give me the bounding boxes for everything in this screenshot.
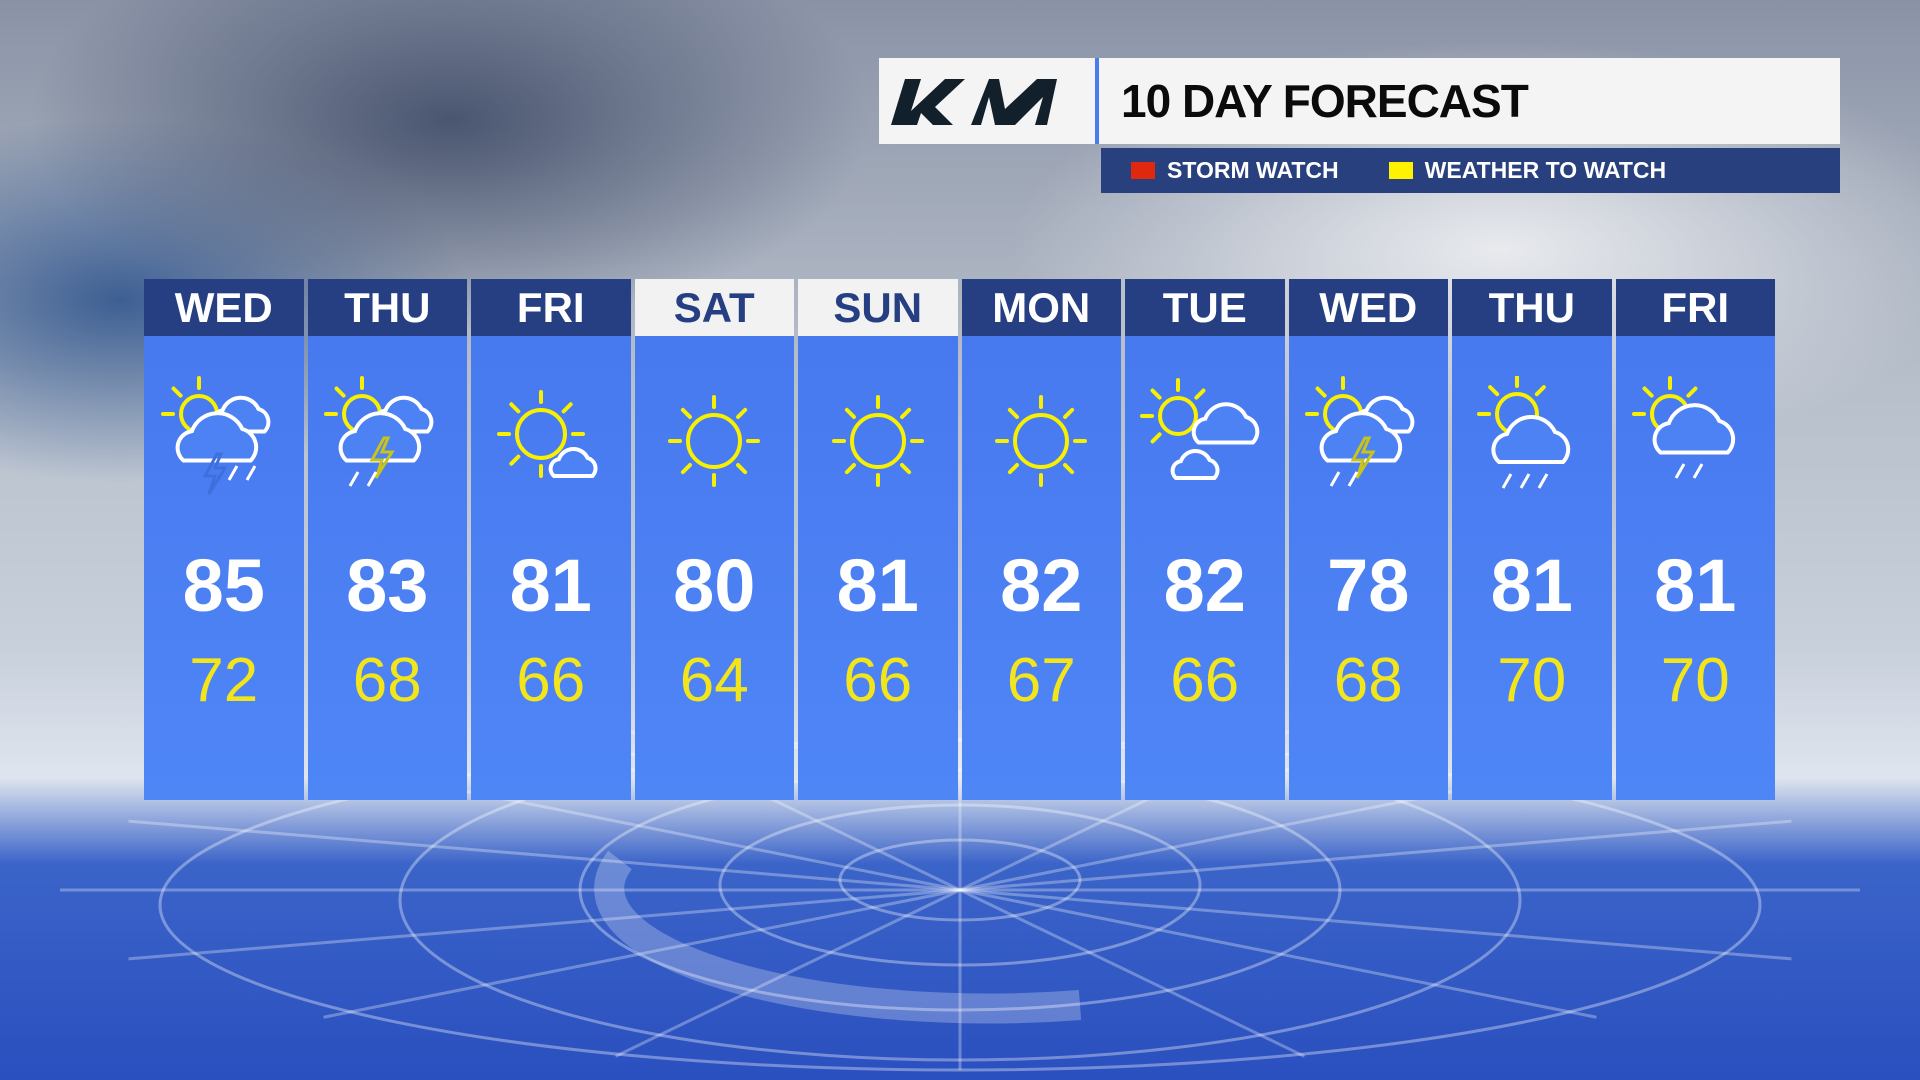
- low-temp: 66: [1170, 646, 1240, 715]
- low-temp: 72: [189, 646, 259, 715]
- day-label: FRI: [1615, 279, 1775, 336]
- radar-spoke: [128, 888, 961, 961]
- radar-spoke: [959, 819, 1792, 892]
- day-label: WED: [1288, 279, 1448, 336]
- low-temp: 66: [516, 646, 586, 715]
- high-temp: 81: [1490, 544, 1573, 627]
- legend: STORM WATCH WEATHER TO WATCH: [1101, 148, 1840, 193]
- day-column: SUN 81 66: [798, 279, 958, 800]
- partly-sunny-thunderstorm-icon: [324, 376, 434, 487]
- day-column: MON 82 67: [961, 279, 1121, 800]
- partly-sunny-showers-icon: [1476, 376, 1570, 489]
- radar-spoke: [959, 888, 1597, 1019]
- radar-spoke: [959, 888, 1306, 1058]
- day-column: WED 78 68: [1288, 279, 1448, 800]
- day-column: THU 81 70: [1452, 279, 1612, 800]
- day-label: THU: [307, 279, 467, 336]
- radar-spoke: [128, 819, 961, 892]
- day-label: THU: [1452, 279, 1612, 336]
- partly-cloudy-icon: [1139, 378, 1260, 481]
- high-temp: 81: [509, 544, 592, 627]
- high-temp: 81: [1654, 544, 1737, 627]
- day-label: FRI: [471, 279, 631, 336]
- low-temp: 68: [352, 646, 422, 715]
- day-label: TUE: [1125, 279, 1285, 336]
- day-column: FRI 81 70: [1615, 279, 1775, 800]
- sunny-icon: [831, 395, 924, 487]
- high-temp: 81: [836, 544, 919, 627]
- day-column: WED 85 72: [144, 279, 304, 800]
- legend-weather-to-watch: WEATHER TO WATCH: [1388, 157, 1666, 184]
- high-temp: 83: [346, 544, 429, 627]
- partly-sunny-storm-icon: [160, 376, 271, 495]
- radar-spoke: [959, 888, 1792, 961]
- low-temp: 66: [843, 646, 913, 715]
- day-column: TUE 82 66: [1125, 279, 1285, 800]
- sunny-icon: [668, 395, 761, 487]
- day-label: SAT: [634, 279, 794, 336]
- partly-sunny-drizzle-icon: [1632, 376, 1736, 479]
- low-temp: 68: [1333, 646, 1403, 715]
- page-title: 10 DAY FORECAST: [1121, 75, 1529, 127]
- legend-storm-watch: STORM WATCH: [1131, 157, 1339, 184]
- partly-sunny-thunderstorm-icon: [1305, 376, 1415, 487]
- sunny-icon: [995, 395, 1088, 487]
- low-temp: 70: [1660, 646, 1730, 715]
- kia-logo: [879, 58, 1099, 144]
- high-temp: 82: [1000, 544, 1083, 627]
- weather-to-watch-swatch: [1388, 162, 1413, 179]
- forecast-columns: WED 85 72 THU 83 68 FRI 81 66 SAT 80 64 SUN …: [144, 279, 1775, 800]
- low-temp: 67: [1006, 646, 1076, 715]
- day-column: FRI 81 66: [471, 279, 631, 800]
- radar-spoke: [323, 888, 961, 1019]
- day-column: THU 83 68: [307, 279, 467, 800]
- high-temp: 82: [1163, 544, 1246, 627]
- day-label: MON: [961, 279, 1121, 336]
- day-label: SUN: [798, 279, 958, 336]
- high-temp: 78: [1327, 544, 1410, 627]
- high-temp: 80: [673, 544, 756, 627]
- mostly-sunny-icon: [496, 390, 598, 479]
- low-temp: 64: [679, 646, 749, 715]
- low-temp: 70: [1497, 646, 1567, 715]
- day-label: WED: [144, 279, 304, 336]
- high-temp: 85: [182, 544, 265, 627]
- title-banner: 10 DAY FORECAST: [879, 58, 1840, 144]
- radar-spoke: [614, 888, 961, 1058]
- storm-watch-swatch: [1131, 162, 1155, 179]
- day-column: SAT 80 64: [634, 279, 794, 800]
